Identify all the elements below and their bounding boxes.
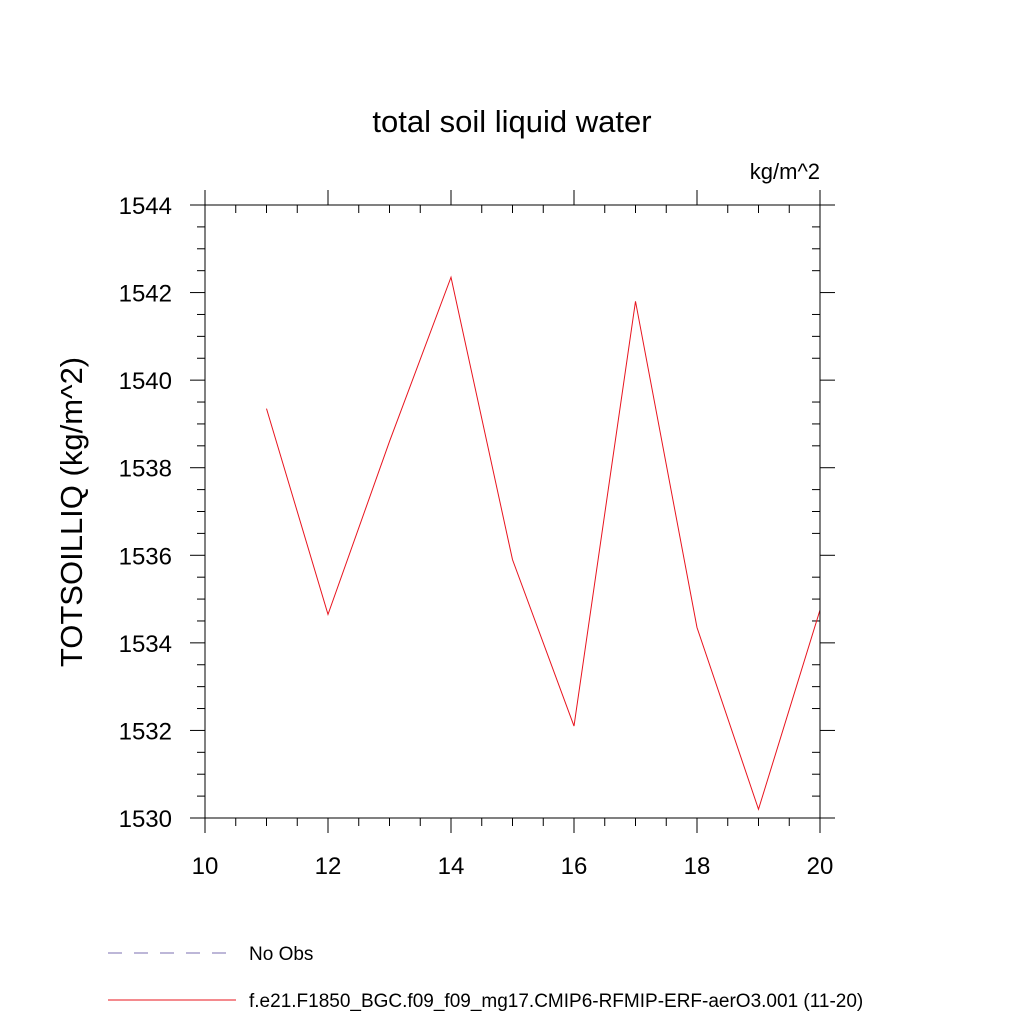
y-tick-label: 1532 — [119, 718, 172, 745]
plot-frame — [204, 204, 821, 819]
x-tick-label: 18 — [684, 853, 711, 880]
y-axis-label: TOTSOILLIQ (kg/m^2) — [54, 357, 89, 667]
units-label: kg/m^2 — [750, 159, 820, 184]
y-tick-label: 1530 — [119, 806, 172, 833]
x-tick-label: 10 — [192, 853, 219, 880]
y-tick-label: 1540 — [119, 368, 172, 395]
chart-title: total soil liquid water — [372, 104, 651, 139]
series-line-1 — [266, 275, 821, 811]
y-tick-label: 1544 — [119, 193, 172, 220]
series-lines — [266, 275, 821, 811]
legend-label-model-run: f.e21.F1850_BGC.f09_f09_mg17.CMIP6-RFMIP… — [249, 991, 863, 1012]
legend: No Obs f.e21.F1850_BGC.f09_f09_mg17.CMIP… — [108, 944, 863, 1012]
y-tick-label: 1538 — [119, 456, 172, 483]
y-tick-labels: 1530 1532 1534 1536 1538 1540 1542 1544 — [119, 193, 172, 833]
x-tick-labels: 10 12 14 16 18 20 — [192, 853, 834, 880]
y-tick-label: 1542 — [119, 281, 172, 308]
legend-label-no-obs: No Obs — [249, 944, 313, 965]
major-ticks — [190, 190, 835, 833]
x-tick-label: 20 — [807, 853, 834, 880]
x-tick-label: 14 — [438, 853, 465, 880]
minor-ticks — [197, 205, 820, 826]
y-tick-label: 1536 — [119, 543, 172, 570]
y-tick-label: 1534 — [119, 631, 172, 658]
x-tick-label: 12 — [315, 853, 342, 880]
x-tick-label: 16 — [561, 853, 588, 880]
